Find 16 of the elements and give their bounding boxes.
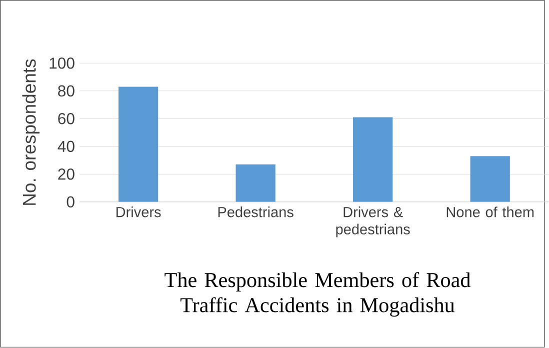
bar [236,164,276,202]
bar [353,117,393,202]
y-tick-label: 40 [58,140,74,152]
y-tick-label: 80 [58,85,74,97]
bar [118,86,158,202]
y-tick-label: 100 [50,58,74,69]
y-tick-label: 20 [58,168,74,180]
bar [470,156,510,202]
x-tick-label: Drivers [116,206,161,218]
x-tick-label: Pedestrians [218,206,294,218]
y-axis-title: No. orespondents [22,60,40,206]
x-tick-label: Drivers & pedestrians [336,206,410,238]
x-tick-label: None of them [446,206,534,218]
y-tick-label: 0 [66,196,74,208]
y-tick-label: 60 [58,113,74,124]
text: The Responsible Members of Road Traffic Accidents in Mogadishu [164,272,471,317]
